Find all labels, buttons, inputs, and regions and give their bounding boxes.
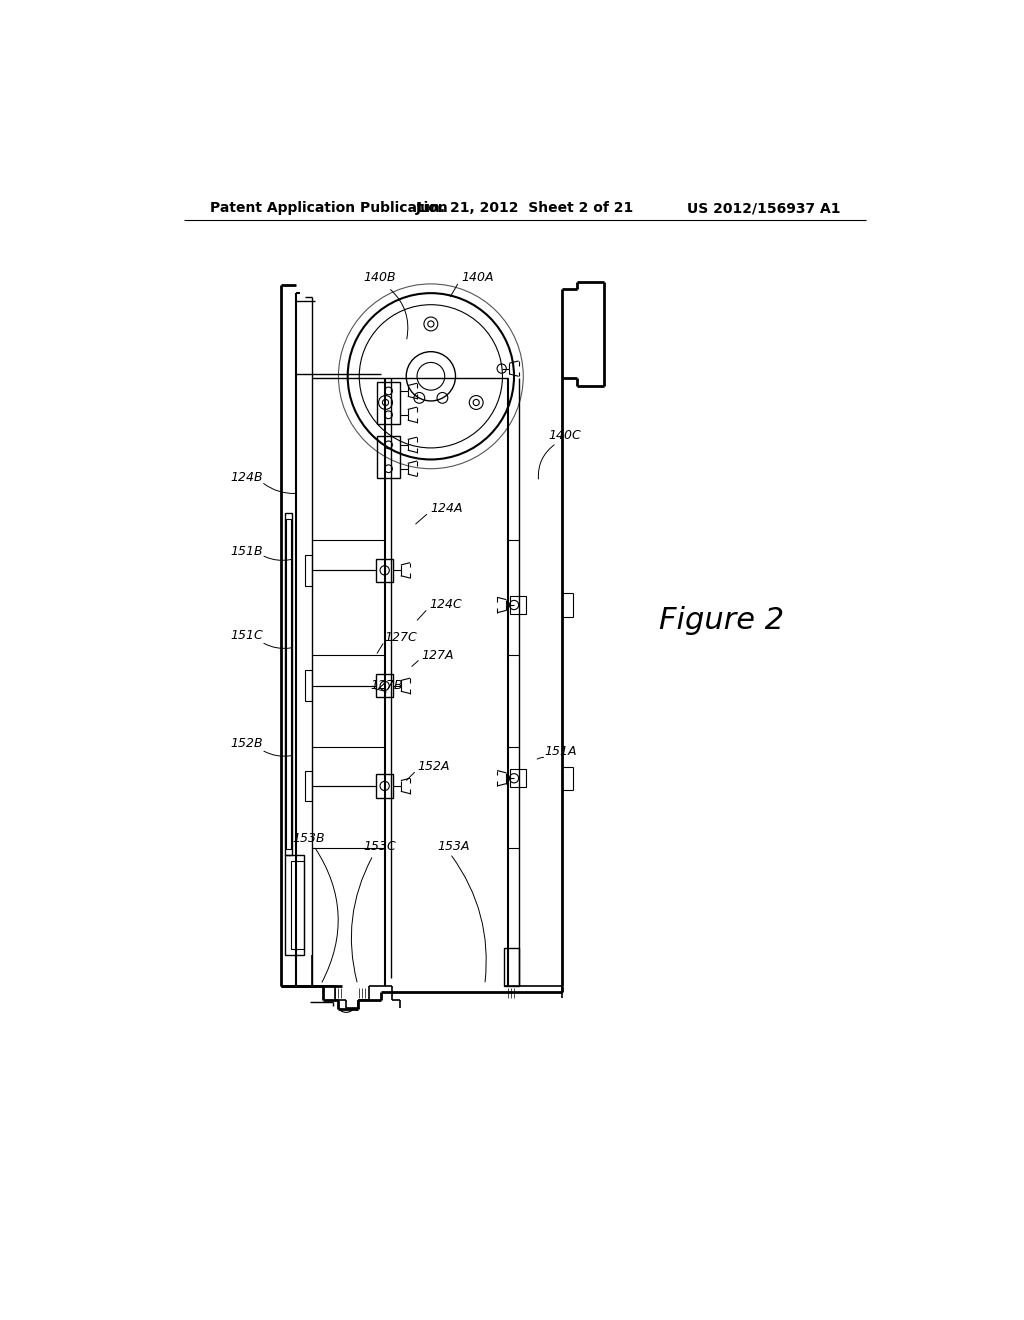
Text: 140C: 140C (548, 429, 581, 442)
Bar (510, 770, 525, 788)
Circle shape (473, 400, 479, 405)
Text: 124C: 124C (429, 598, 462, 611)
Text: 152A: 152A (418, 760, 451, 774)
Text: Jun. 21, 2012  Sheet 2 of 21: Jun. 21, 2012 Sheet 2 of 21 (416, 202, 634, 215)
Bar (305, 554, 311, 586)
Text: 127C: 127C (385, 631, 418, 644)
Text: US 2012/156937 A1: US 2012/156937 A1 (687, 202, 841, 215)
Circle shape (428, 321, 434, 327)
Text: 152B: 152B (230, 737, 263, 750)
Text: 151B: 151B (230, 545, 263, 557)
Text: 140A: 140A (462, 271, 495, 284)
Text: 124B: 124B (230, 471, 263, 484)
Bar (305, 771, 311, 801)
Bar (285, 512, 292, 855)
Bar (291, 862, 304, 949)
Text: 153C: 153C (364, 840, 396, 853)
Text: Figure 2: Figure 2 (659, 606, 784, 635)
Bar (305, 671, 311, 701)
Bar (377, 436, 400, 478)
Text: 153B: 153B (292, 832, 325, 845)
Circle shape (382, 400, 388, 405)
Bar (286, 519, 291, 849)
Bar (285, 855, 304, 956)
Text: 124A: 124A (431, 502, 463, 515)
Text: 127A: 127A (422, 648, 454, 661)
Text: 151C: 151C (230, 630, 263, 643)
Text: 127B: 127B (371, 680, 403, 693)
Bar (376, 558, 393, 582)
Bar (376, 775, 393, 797)
Text: 153A: 153A (437, 840, 470, 853)
Text: 151A: 151A (545, 744, 578, 758)
Bar (377, 381, 400, 424)
Bar (510, 595, 525, 614)
Text: Patent Application Publication: Patent Application Publication (210, 202, 447, 215)
Text: 140B: 140B (364, 271, 396, 284)
Bar (376, 675, 393, 697)
Bar (504, 948, 519, 986)
